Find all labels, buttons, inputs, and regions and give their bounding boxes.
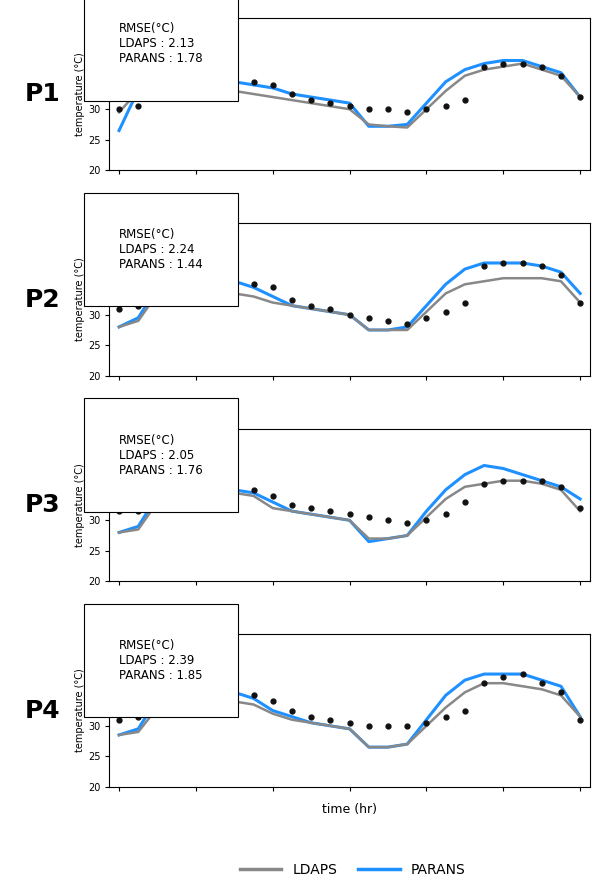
Text: RMSE(°C)
LDAPS : 2.24
PARANS : 1.44: RMSE(°C) LDAPS : 2.24 PARANS : 1.44 bbox=[119, 228, 203, 271]
Y-axis label: temperature (°C): temperature (°C) bbox=[75, 463, 85, 547]
Legend: LDAPS, PARANS: LDAPS, PARANS bbox=[234, 857, 471, 882]
Text: P2: P2 bbox=[24, 288, 60, 311]
Text: P4: P4 bbox=[24, 698, 60, 722]
Text: RMSE(°C)
LDAPS : 2.05
PARANS : 1.76: RMSE(°C) LDAPS : 2.05 PARANS : 1.76 bbox=[119, 434, 203, 477]
Y-axis label: temperature (°C): temperature (°C) bbox=[75, 52, 85, 136]
Y-axis label: temperature (°C): temperature (°C) bbox=[75, 669, 85, 753]
Text: P3: P3 bbox=[24, 493, 60, 517]
X-axis label: time (hr): time (hr) bbox=[322, 803, 377, 815]
Text: RMSE(°C)
LDAPS : 2.39
PARANS : 1.85: RMSE(°C) LDAPS : 2.39 PARANS : 1.85 bbox=[119, 639, 202, 682]
Text: RMSE(°C)
LDAPS : 2.13
PARANS : 1.78: RMSE(°C) LDAPS : 2.13 PARANS : 1.78 bbox=[119, 22, 202, 65]
Text: P1: P1 bbox=[24, 82, 60, 106]
Y-axis label: temperature (°C): temperature (°C) bbox=[75, 257, 85, 342]
